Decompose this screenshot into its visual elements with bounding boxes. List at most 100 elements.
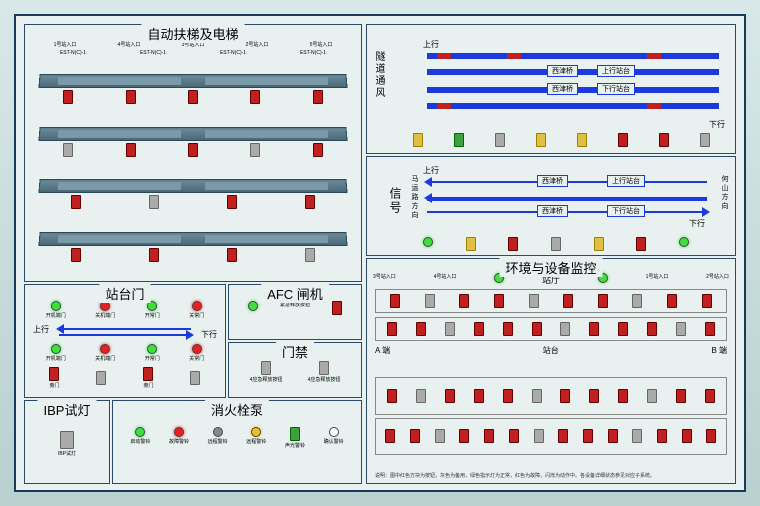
env-btn[interactable] — [474, 322, 484, 336]
psd-bypass-btn[interactable] — [143, 367, 153, 381]
env-btn[interactable] — [589, 389, 599, 403]
env-btn[interactable] — [589, 322, 599, 336]
env-btn[interactable] — [632, 429, 642, 443]
env-btn[interactable] — [667, 294, 677, 308]
env-btn[interactable] — [459, 294, 469, 308]
afc-release-btn[interactable] — [332, 301, 342, 315]
escalator-btn[interactable] — [250, 143, 260, 157]
env-btn[interactable] — [706, 429, 716, 443]
psd-section: 站台门 开机端门 关机端门 开常门 关常门 上行 下行 开机端门 关机端门 开常… — [24, 284, 226, 398]
escalator-btn[interactable] — [126, 90, 136, 104]
signal-right-dir: 何山方向 — [719, 175, 729, 211]
env-btn[interactable] — [632, 294, 642, 308]
escalator-btn[interactable] — [305, 195, 315, 209]
env-btn[interactable] — [676, 389, 686, 403]
signal-btn[interactable] — [508, 237, 518, 251]
env-btn[interactable] — [647, 389, 657, 403]
vent-btn[interactable] — [536, 133, 546, 147]
env-btn[interactable] — [657, 429, 667, 443]
escalator-btn[interactable] — [188, 143, 198, 157]
escalator-btn[interactable] — [313, 143, 323, 157]
env-btn[interactable] — [494, 294, 504, 308]
env-btn[interactable] — [459, 429, 469, 443]
env-btn[interactable] — [705, 389, 715, 403]
signal-btn[interactable] — [636, 237, 646, 251]
vent-platform: 下行站台 — [597, 83, 635, 95]
env-btn[interactable] — [647, 322, 657, 336]
escalator-btn[interactable] — [71, 248, 81, 262]
vent-btn[interactable] — [413, 133, 423, 147]
platform-level-1 — [39, 74, 347, 104]
vent-btn[interactable] — [659, 133, 669, 147]
escalator-btn[interactable] — [63, 90, 73, 104]
escalator-btn[interactable] — [63, 143, 73, 157]
vent-btn[interactable] — [700, 133, 710, 147]
signal-btn[interactable] — [594, 237, 604, 251]
env-btn[interactable] — [387, 389, 397, 403]
access-btn[interactable] — [261, 361, 271, 375]
afc-title: AFC 闸机 — [261, 284, 329, 303]
env-btn[interactable] — [563, 294, 573, 308]
signal-btn[interactable] — [551, 237, 561, 251]
vent-btn[interactable] — [618, 133, 628, 147]
psd-btn[interactable] — [96, 371, 106, 385]
env-btn[interactable] — [509, 429, 519, 443]
env-btn[interactable] — [445, 389, 455, 403]
env-btn[interactable] — [583, 429, 593, 443]
env-btn[interactable] — [598, 294, 608, 308]
escalator-btn[interactable] — [227, 248, 237, 262]
env-btn[interactable] — [387, 322, 397, 336]
escalator-btn[interactable] — [149, 248, 159, 262]
escalator-btn[interactable] — [305, 248, 315, 262]
escalator-btn[interactable] — [126, 143, 136, 157]
psd-bypass-btn[interactable] — [49, 367, 59, 381]
signal-btn[interactable] — [466, 237, 476, 251]
vent-btn[interactable] — [577, 133, 587, 147]
env-btn[interactable] — [390, 294, 400, 308]
env-btn[interactable] — [385, 429, 395, 443]
env-title: 环境与设备监控 — [499, 258, 602, 277]
env-btn[interactable] — [529, 294, 539, 308]
vent-btn[interactable] — [495, 133, 505, 147]
escalator-btn[interactable] — [227, 195, 237, 209]
env-btn[interactable] — [532, 322, 542, 336]
env-btn[interactable] — [608, 429, 618, 443]
escalator-btn[interactable] — [149, 195, 159, 209]
access-btn[interactable] — [319, 361, 329, 375]
psd-btn[interactable] — [190, 371, 200, 385]
psd-led — [147, 344, 157, 354]
ibp-test-button[interactable] — [60, 431, 74, 449]
env-btn[interactable] — [682, 429, 692, 443]
env-btn[interactable] — [484, 429, 494, 443]
escalator-btn[interactable] — [188, 90, 198, 104]
env-btn[interactable] — [676, 322, 686, 336]
platform-level-2 — [39, 127, 347, 157]
env-btn[interactable] — [410, 429, 420, 443]
env-btn[interactable] — [534, 429, 544, 443]
env-btn[interactable] — [560, 322, 570, 336]
env-btn[interactable] — [445, 322, 455, 336]
vent-btn[interactable] — [454, 133, 464, 147]
env-btn[interactable] — [503, 322, 513, 336]
env-btn[interactable] — [618, 389, 628, 403]
env-btn[interactable] — [702, 294, 712, 308]
env-btn[interactable] — [560, 389, 570, 403]
env-btn[interactable] — [705, 322, 715, 336]
env-btn[interactable] — [558, 429, 568, 443]
env-btn[interactable] — [416, 389, 426, 403]
env-btn[interactable] — [416, 322, 426, 336]
signal-track — [427, 197, 707, 201]
escalator-btn[interactable] — [71, 195, 81, 209]
psd-led — [100, 344, 110, 354]
psd-led — [51, 301, 61, 311]
escalator-btn[interactable] — [313, 90, 323, 104]
env-btn[interactable] — [618, 322, 628, 336]
escalator-btn[interactable] — [250, 90, 260, 104]
afc-led — [248, 301, 258, 311]
env-btn[interactable] — [474, 389, 484, 403]
env-btn[interactable] — [435, 429, 445, 443]
hydrant-btn[interactable] — [290, 427, 300, 441]
env-btn[interactable] — [425, 294, 435, 308]
env-btn[interactable] — [532, 389, 542, 403]
env-btn[interactable] — [503, 389, 513, 403]
